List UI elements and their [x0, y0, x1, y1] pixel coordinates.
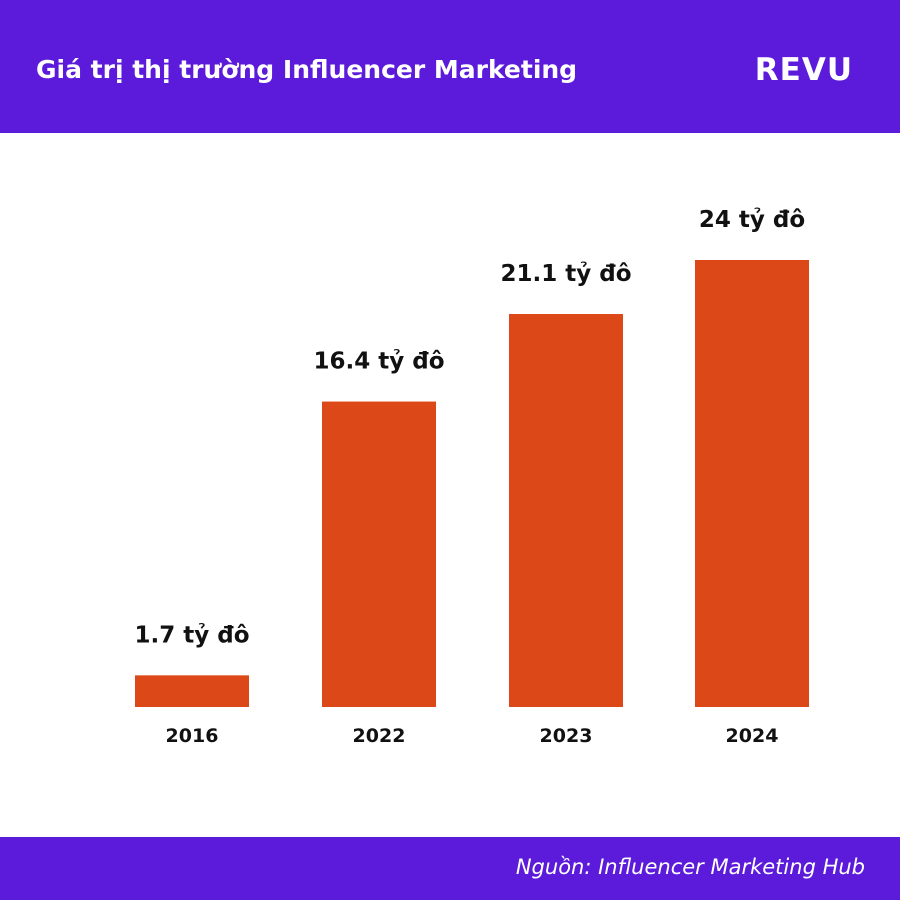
brand-logo: REVU [754, 52, 853, 88]
data-label-2024: 24 tỷ đô [699, 207, 805, 233]
header-banner: Giá trị thị trường Influencer Marketing … [0, 0, 900, 133]
chart-area: 1.7 tỷ đô 2016 16.4 tỷ đô 2022 21.1 tỷ đô 202… [0, 133, 900, 837]
footer-banner: Nguồn: Influencer Marketing Hub [0, 837, 900, 900]
bar-2024 [695, 260, 809, 707]
source-note: Nguồn: Influencer Marketing Hub [515, 855, 865, 879]
bar-2023 [509, 314, 623, 707]
x-tick-label-2022: 2022 [353, 725, 406, 747]
data-label-2023: 21.1 tỷ đô [500, 261, 631, 287]
bar-chart: 1.7 tỷ đô 2016 16.4 tỷ đô 2022 21.1 tỷ đô 202… [134, 207, 809, 747]
bar-2016 [135, 675, 249, 707]
chart-title: Giá trị thị trường Influencer Marketing [36, 55, 578, 84]
data-label-2016: 1.7 tỷ đô [134, 622, 249, 648]
x-tick-label-2016: 2016 [166, 725, 219, 747]
x-tick-label-2024: 2024 [726, 725, 779, 747]
data-label-2022: 16.4 tỷ đô [313, 349, 444, 375]
bar-2022 [322, 401, 436, 707]
x-tick-label-2023: 2023 [540, 725, 593, 747]
